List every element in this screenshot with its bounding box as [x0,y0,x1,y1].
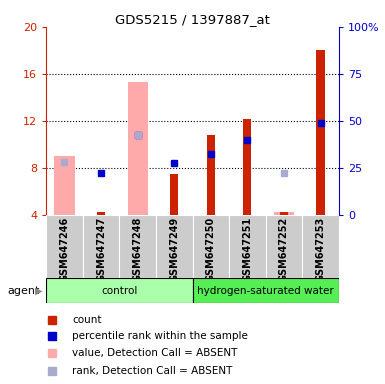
Bar [127,82,148,215]
Bar [119,215,156,278]
Bar [54,156,75,215]
Bar [243,119,251,215]
Bar [170,174,178,215]
Bar [97,212,105,215]
Text: GSM647253: GSM647253 [316,217,325,282]
Text: GSM647249: GSM647249 [169,217,179,282]
Text: agent: agent [8,286,40,296]
Bar [83,215,119,278]
Text: rank, Detection Call = ABSENT: rank, Detection Call = ABSENT [72,366,233,376]
Bar [229,215,266,278]
Text: hydrogen-saturated water: hydrogen-saturated water [197,286,334,296]
Bar [46,278,192,303]
Bar [192,215,229,278]
Bar [316,50,325,215]
Text: GSM647251: GSM647251 [243,217,252,282]
Bar [266,215,302,278]
Bar [280,212,288,215]
Title: GDS5215 / 1397887_at: GDS5215 / 1397887_at [115,13,270,26]
Bar [302,215,339,278]
Text: value, Detection Call = ABSENT: value, Detection Call = ABSENT [72,348,238,358]
Text: GSM647250: GSM647250 [206,217,216,282]
Bar [274,212,294,215]
Text: percentile rank within the sample: percentile rank within the sample [72,331,248,341]
Text: control: control [101,286,137,296]
Bar [46,215,83,278]
Text: GSM647247: GSM647247 [96,217,106,282]
Bar [156,215,192,278]
Text: count: count [72,315,102,325]
Text: GSM647252: GSM647252 [279,217,289,282]
Text: ▶: ▶ [35,286,42,296]
Bar [207,135,215,215]
Text: GSM647248: GSM647248 [133,217,142,282]
Bar [192,278,339,303]
Text: GSM647246: GSM647246 [60,217,69,282]
